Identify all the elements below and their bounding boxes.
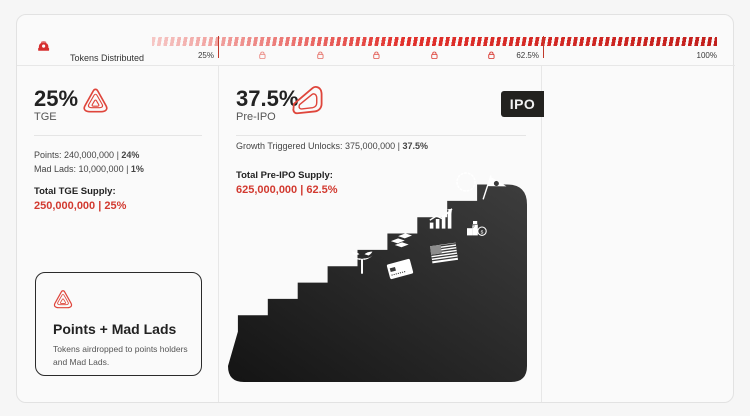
svg-text:$: $ [481, 229, 484, 235]
